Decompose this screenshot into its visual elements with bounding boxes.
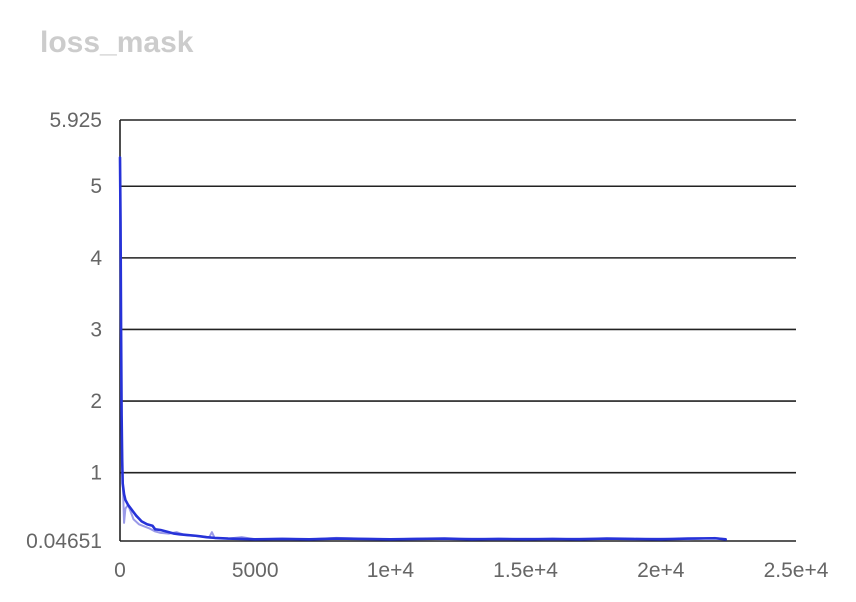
- y-tick-label: 5.925: [49, 109, 102, 132]
- x-tick-label: 2e+4: [637, 559, 685, 582]
- grid-lines: [119, 119, 796, 542]
- x-tick-label: 1.5e+4: [493, 559, 558, 582]
- y-tick-label: 0.04651: [26, 530, 102, 553]
- x-tick-label: 2.5e+4: [764, 559, 829, 582]
- y-tick-label: 2: [90, 390, 102, 413]
- x-tick-label: 5000: [232, 559, 279, 582]
- series-line-smoothed: [118, 156, 727, 541]
- y-tick-label: 5: [90, 175, 102, 198]
- x-tick-label: 1e+4: [367, 559, 415, 582]
- y-tick-label: 1: [90, 462, 102, 485]
- series-lines: [118, 156, 727, 541]
- x-axis-ticks: 0 5000 1e+4 1.5e+4 2e+4 2.5e+4: [114, 559, 829, 582]
- y-axis-ticks: 0.04651 1 2 3 4 5 5.925: [26, 109, 102, 553]
- series-line-raw: [119, 156, 727, 541]
- chart-title: loss_mask: [40, 26, 194, 59]
- x-tick-label: 0: [114, 559, 126, 582]
- y-tick-label: 3: [90, 318, 102, 341]
- y-tick-label: 4: [90, 247, 102, 270]
